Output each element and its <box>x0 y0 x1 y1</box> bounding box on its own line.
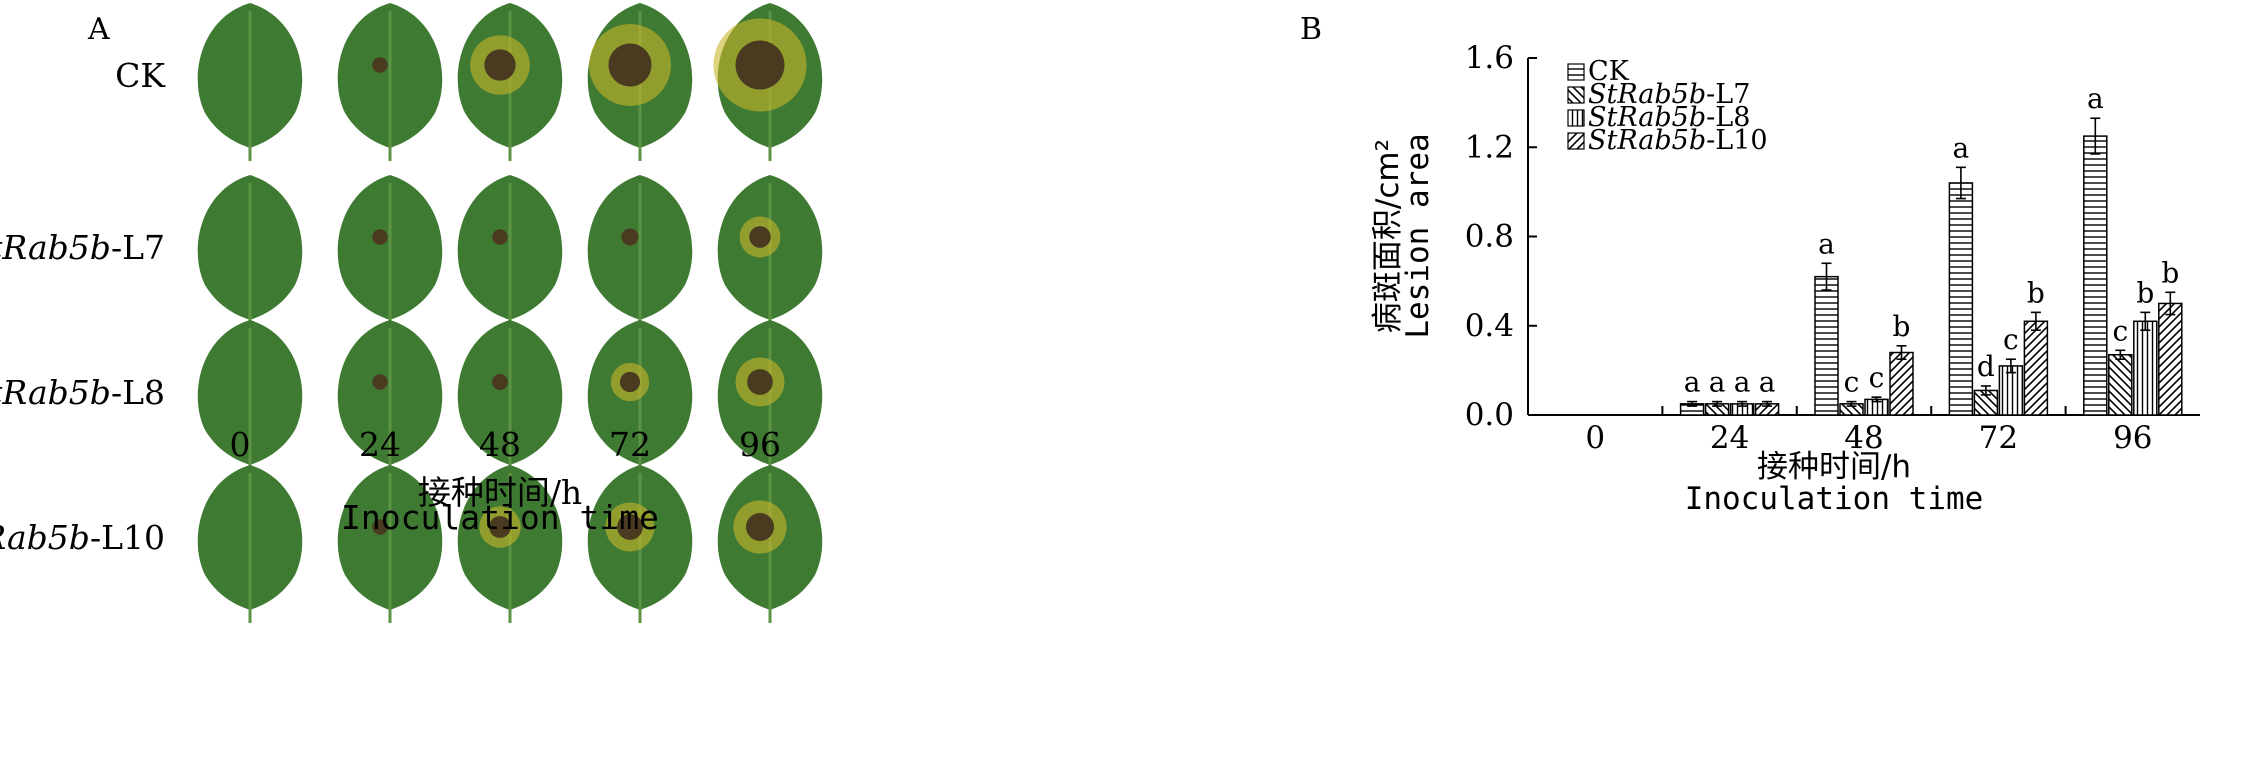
significance-letter: a <box>2087 82 2104 115</box>
panel-a: A CK StRab5b-L7 StRab5b-L8 StRab5b-L10 0 24 4… <box>0 3 823 623</box>
significance-letter: a <box>1709 366 1726 399</box>
legend-swatch-StRab5b-L7 <box>1567 86 1585 104</box>
time-label-72: 72 <box>609 425 651 464</box>
leaf-image-row3-96h <box>717 320 823 478</box>
significance-letter: a <box>1759 366 1776 399</box>
leaf-image-row2-48h <box>457 175 563 333</box>
row-label-1: CK <box>115 56 165 95</box>
leaf-image-row4-96h <box>717 465 823 623</box>
panel-a-xlabel-en: Inoculation time <box>341 498 659 537</box>
leaf-image-row4-48h <box>457 465 563 623</box>
significance-letter: a <box>1953 131 1970 164</box>
y-axis-title-en: Lesion area <box>1400 133 1436 338</box>
bar-StRab5b-L8-96 <box>2133 320 2158 416</box>
bar-StRab5b-L10-72 <box>2023 320 2049 416</box>
time-label-48: 48 <box>479 425 521 464</box>
leaf-image-row3-0h <box>197 320 303 478</box>
x-tick-label-24: 24 <box>1710 420 1749 456</box>
x-axis-title-en: Inoculation time <box>1685 481 1984 517</box>
y-tick-label-0.4: 0.4 <box>1465 308 1514 344</box>
leaf-image-row2-96h <box>717 175 823 333</box>
leaf-image-row1-96h <box>713 3 823 161</box>
bar-StRab5b-L10-48 <box>1889 351 1914 416</box>
leaf-image-row4-0h <box>197 465 303 623</box>
leaf-image-row2-24h <box>337 175 443 333</box>
significance-letter: d <box>1977 350 1995 383</box>
leaf-image-row3-72h <box>587 320 693 478</box>
time-label-0: 0 <box>229 425 251 464</box>
significance-letter: b <box>2161 256 2179 289</box>
significance-letter: b <box>2027 276 2045 309</box>
leaf-image-row3-48h <box>457 320 563 478</box>
y-axis-title-cn: 病斑面积/cm² <box>1370 139 1406 333</box>
leaf-image-row1-24h <box>337 3 443 161</box>
significance-letter: a <box>1818 227 1835 260</box>
bar-CK-72 <box>1948 182 1974 416</box>
significance-letter: c <box>1844 366 1860 399</box>
bar-CK-96 <box>2083 135 2108 416</box>
row-label-3: StRab5b-L8 <box>0 373 165 412</box>
legend-label-CK: CK <box>1588 56 1630 87</box>
bar-CK-48 <box>1814 275 1839 416</box>
significance-letter: c <box>1869 361 1885 394</box>
leaf-image-row1-0h <box>197 3 303 161</box>
y-tick-label-0.8: 0.8 <box>1465 219 1514 255</box>
row-label-4: StRab5b-L10 <box>0 518 165 557</box>
bar-StRab5b-L7-96 <box>2108 354 2133 416</box>
x-axis-title-cn: 接种时间/h <box>1757 449 1911 485</box>
time-label-96: 96 <box>739 425 781 464</box>
significance-letter: a <box>1734 366 1751 399</box>
leaf-image-row4-24h <box>337 465 443 623</box>
significance-letter: c <box>2112 314 2128 347</box>
significance-letter: c <box>2003 323 2019 356</box>
y-tick-label-0.0: 0.0 <box>1465 397 1514 433</box>
significance-letter: b <box>1893 310 1911 343</box>
legend-label-StRab5b-L10: StRab5b-L10 <box>1588 125 1768 156</box>
x-tick-label-0: 0 <box>1585 420 1605 456</box>
x-tick-label-72: 72 <box>1979 420 2018 456</box>
leaf-image-row3-24h <box>337 320 443 478</box>
panel-b-letter: B <box>1300 12 1323 47</box>
y-tick-label-1.6: 1.6 <box>1465 40 1514 76</box>
legend-swatch-CK <box>1567 63 1585 81</box>
leaf-image-row1-72h <box>587 3 693 161</box>
legend-swatch-StRab5b-L10 <box>1567 132 1585 150</box>
leaf-image-row2-72h <box>587 175 693 333</box>
legend-label-StRab5b-L8: StRab5b-L8 <box>1588 102 1750 133</box>
legend-swatch-StRab5b-L8 <box>1567 109 1585 127</box>
significance-letter: a <box>1684 366 1701 399</box>
row-label-2: StRab5b-L7 <box>0 228 165 267</box>
significance-letter: b <box>2136 276 2154 309</box>
panel-a-xlabel-cn: 接种时间/h <box>417 473 583 512</box>
x-tick-label-96: 96 <box>2113 420 2152 456</box>
leaf-image-row1-48h <box>457 3 563 161</box>
panel-a-letter: A <box>88 12 110 47</box>
leaf-image-row2-0h <box>197 175 303 333</box>
legend-label-StRab5b-L7: StRab5b-L7 <box>1588 79 1750 110</box>
bar-StRab5b-L10-96 <box>2158 302 2183 416</box>
leaf-image-row4-72h <box>587 465 693 623</box>
y-tick-label-1.2: 1.2 <box>1465 129 1514 165</box>
x-tick-label-48: 48 <box>1844 420 1883 456</box>
time-label-24: 24 <box>359 425 401 464</box>
